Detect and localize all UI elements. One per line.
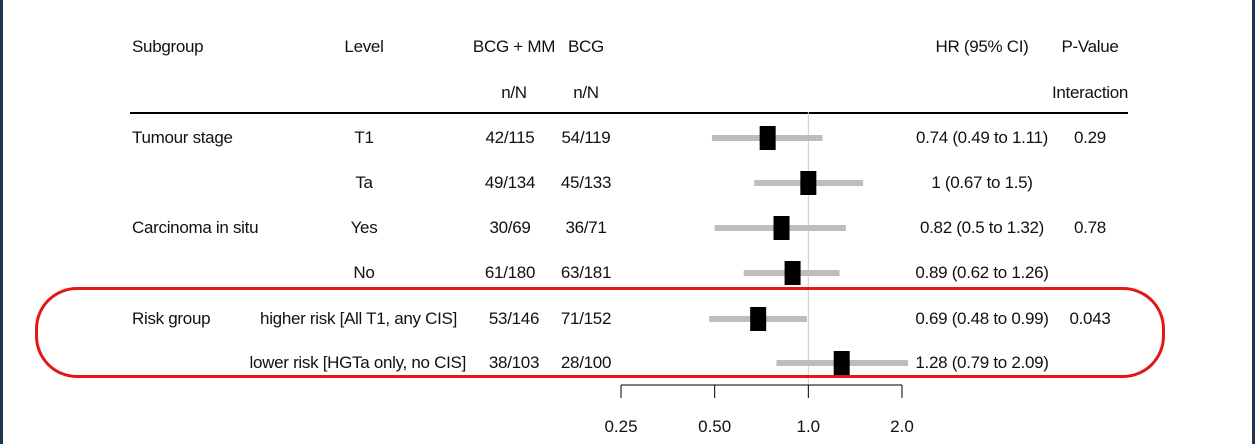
row-level: Ta <box>355 173 373 192</box>
row-subgroup: Tumour stage <box>132 128 233 147</box>
row-bcg: 63/181 <box>560 263 612 282</box>
header-bcg: BCG <box>568 37 604 56</box>
row-level: Yes <box>350 218 378 237</box>
x-tick-label: 0.25 <box>604 417 637 436</box>
row-hr-text: 1.28 (0.79 to 2.09) <box>915 353 1049 372</box>
row-subgroup: Risk group <box>132 309 211 328</box>
hr-point <box>833 351 850 375</box>
hr-point <box>800 171 817 195</box>
header-pvalue: P-Value <box>1061 37 1119 56</box>
header-hr: HR (95% CI) <box>935 37 1029 56</box>
hr-point <box>773 216 790 240</box>
header-bcg-mm-nN: n/N <box>501 83 527 102</box>
row-level: lower risk [HGTa only, no CIS] <box>249 353 467 372</box>
row-bcg: 45/133 <box>560 173 612 192</box>
right-frame-border <box>1252 0 1255 444</box>
row-subgroup: Carcinoma in situ <box>132 218 259 237</box>
row-hr-text: 1 (0.67 to 1.5) <box>931 173 1033 192</box>
row-bcg: 36/71 <box>565 218 607 237</box>
hr-point <box>759 126 776 150</box>
hr-point <box>750 307 767 331</box>
row-bcg-mm: 38/103 <box>488 353 540 372</box>
row-bcg-mm: 49/134 <box>484 173 536 192</box>
x-tick-label: 1.0 <box>797 417 821 436</box>
x-tick-label: 0.50 <box>698 417 731 436</box>
row-bcg-mm: 42/115 <box>485 128 535 147</box>
row-level: No <box>353 263 375 282</box>
row-bcg: 54/119 <box>561 128 611 147</box>
row-bcg-mm: 53/146 <box>488 309 540 328</box>
row-hr-text: 0.89 (0.62 to 1.26) <box>915 263 1049 282</box>
row-bcg: 71/152 <box>560 309 612 328</box>
row-pvalue: 0.043 <box>1069 309 1111 328</box>
row-bcg-mm: 30/69 <box>489 218 531 237</box>
row-level: higher risk [All T1, any CIS] <box>260 309 457 328</box>
header-bcg-nN: n/N <box>573 83 599 102</box>
row-pvalue: 0.78 <box>1074 218 1106 237</box>
header-level: Level <box>344 37 384 56</box>
row-hr-text: 0.82 (0.5 to 1.32) <box>919 218 1045 237</box>
x-tick-label: 2.0 <box>890 417 914 436</box>
row-bcg-mm: 61/180 <box>484 263 536 282</box>
row-hr-text: 0.69 (0.48 to 0.99) <box>915 309 1049 328</box>
hr-point <box>784 261 801 285</box>
header-rule <box>130 112 1128 114</box>
header-interaction: Interaction <box>1051 83 1129 102</box>
row-bcg: 28/100 <box>560 353 612 372</box>
risk-group-highlight <box>35 287 1165 378</box>
left-frame-border <box>0 0 3 444</box>
header-subgroup: Subgroup <box>132 37 204 56</box>
header-bcg-mm: BCG + MM <box>472 37 556 56</box>
row-hr-text: 0.74 (0.49 to 1.11) <box>916 128 1048 147</box>
row-pvalue: 0.29 <box>1074 128 1106 147</box>
row-level: T1 <box>354 128 374 147</box>
